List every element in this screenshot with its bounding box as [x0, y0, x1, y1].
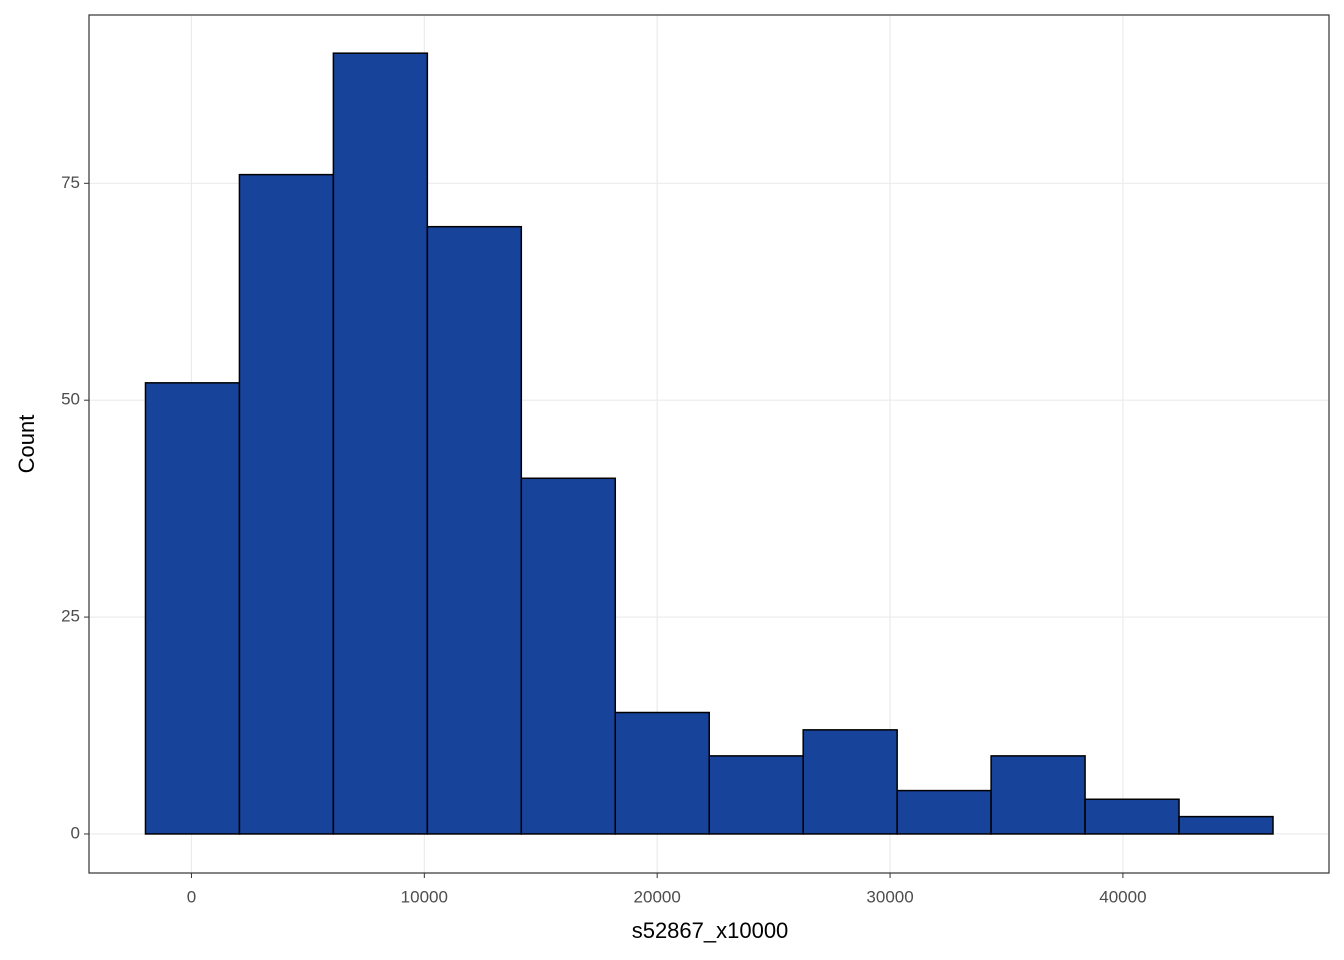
bar	[1084, 798, 1180, 835]
y-axis-title: Count	[14, 415, 39, 474]
bar	[802, 729, 898, 835]
x-tick-label: 20000	[634, 887, 681, 906]
bar	[144, 382, 241, 835]
x-axis-title: s52867_x10000	[632, 918, 789, 943]
bar	[614, 711, 710, 835]
y-tick-label: 75	[61, 173, 80, 192]
bar	[990, 755, 1086, 835]
y-tick-label: 0	[71, 823, 80, 842]
bar	[708, 755, 804, 835]
bar	[896, 789, 992, 835]
bar	[332, 52, 429, 835]
bar	[238, 173, 335, 835]
bar	[1178, 815, 1274, 835]
x-tick-label: 40000	[1099, 887, 1146, 906]
panel-border	[88, 14, 1330, 874]
y-tick-label: 25	[61, 607, 80, 626]
x-tick-label: 10000	[401, 887, 448, 906]
x-tick-label: 30000	[866, 887, 913, 906]
bar	[520, 477, 617, 835]
y-tick-label: 50	[61, 390, 80, 409]
x-tick-label: 0	[187, 887, 196, 906]
bar	[426, 225, 523, 835]
